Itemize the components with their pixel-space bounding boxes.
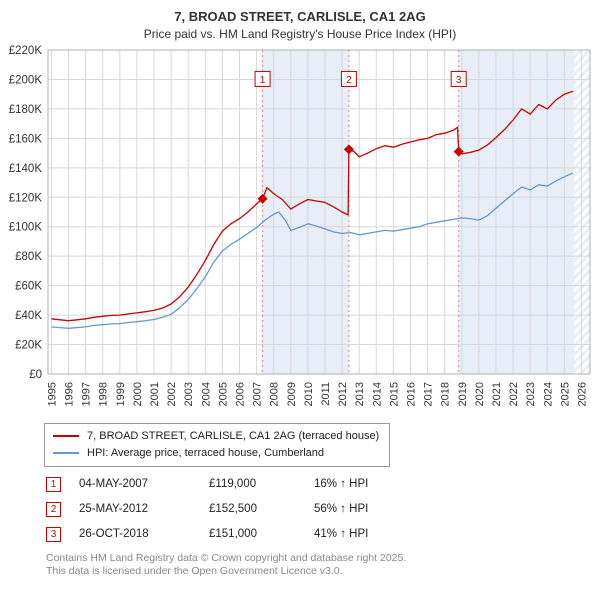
transaction-1-marker: 1 <box>46 476 61 492</box>
svg-text:2005: 2005 <box>217 382 229 406</box>
svg-text:2014: 2014 <box>371 382 383 406</box>
hpi-line-swatch <box>53 452 79 455</box>
svg-text:2021: 2021 <box>491 382 503 406</box>
svg-text:2012: 2012 <box>337 382 349 406</box>
svg-text:2003: 2003 <box>183 382 195 406</box>
svg-text:2006: 2006 <box>234 382 246 406</box>
price-chart: 1 2 3 £0 £20K £40K £60K £80K £100K £120K £140K £160… <box>0 44 600 421</box>
svg-text:£220K: £220K <box>9 45 43 57</box>
svg-text:2011: 2011 <box>320 382 332 406</box>
property-line-swatch <box>53 435 79 438</box>
svg-text:2026: 2026 <box>576 382 588 406</box>
svg-text:2024: 2024 <box>542 382 554 406</box>
transaction-table: 1 04-MAY-2007 £119,000 16% ↑ HPI 2 25-MA… <box>46 476 600 542</box>
svg-text:1: 1 <box>260 75 266 86</box>
transaction-1-date: 04-MAY-2007 <box>79 478 149 491</box>
transaction-row: 3 26-OCT-2018 £151,000 41% ↑ HPI <box>46 526 600 542</box>
license-footer: Contains HM Land Registry data © Crown c… <box>46 552 600 579</box>
svg-text:1999: 1999 <box>115 382 127 406</box>
svg-text:2023: 2023 <box>525 382 537 406</box>
legend-item-property: 7, BROAD STREET, CARLISLE, CA1 2AG (terr… <box>53 428 379 445</box>
svg-text:2017: 2017 <box>423 382 435 406</box>
footer-line-1: Contains HM Land Registry data © Crown c… <box>46 551 407 564</box>
transaction-1-hpi-delta: 16% ↑ HPI <box>314 478 369 491</box>
legend-label-hpi: HPI: Average price, terraced house, Cumb… <box>87 446 325 459</box>
svg-text:£20K: £20K <box>15 339 42 351</box>
svg-text:2002: 2002 <box>166 382 178 406</box>
transaction-3-marker: 3 <box>46 526 61 542</box>
legend-label-property: 7, BROAD STREET, CARLISLE, CA1 2AG (terr… <box>87 429 380 442</box>
svg-text:2000: 2000 <box>132 382 144 406</box>
svg-text:1998: 1998 <box>98 382 110 406</box>
svg-text:2008: 2008 <box>269 382 281 406</box>
svg-text:2025: 2025 <box>559 382 571 406</box>
page-title: 7, BROAD STREET, CARLISLE, CA1 2AG <box>174 9 426 24</box>
svg-text:£40K: £40K <box>15 310 42 322</box>
legend-item-hpi: HPI: Average price, terraced house, Cumb… <box>53 445 379 462</box>
svg-text:2010: 2010 <box>303 382 315 406</box>
transaction-2-hpi-delta: 56% ↑ HPI <box>314 503 369 516</box>
svg-text:1995: 1995 <box>46 382 58 406</box>
svg-text:£160K: £160K <box>9 133 43 145</box>
svg-text:£180K: £180K <box>9 104 43 116</box>
svg-text:£0: £0 <box>29 369 42 381</box>
svg-text:2001: 2001 <box>149 382 161 406</box>
transaction-2-marker: 2 <box>46 501 61 517</box>
svg-text:£100K: £100K <box>9 221 43 233</box>
legend: 7, BROAD STREET, CARLISLE, CA1 2AG (terr… <box>44 422 391 467</box>
svg-text:2019: 2019 <box>457 382 469 406</box>
svg-text:2: 2 <box>346 75 352 86</box>
transaction-row: 2 25-MAY-2012 £152,500 56% ↑ HPI <box>46 501 600 517</box>
svg-text:£140K: £140K <box>9 163 43 175</box>
transaction-3-date: 26-OCT-2018 <box>79 528 149 541</box>
svg-text:2018: 2018 <box>440 382 452 406</box>
svg-text:2016: 2016 <box>405 382 417 406</box>
svg-text:2022: 2022 <box>508 382 520 406</box>
svg-text:2015: 2015 <box>388 382 400 406</box>
svg-text:£60K: £60K <box>15 280 42 292</box>
svg-text:£200K: £200K <box>9 74 43 86</box>
transaction-2-price: £152,500 <box>209 503 257 516</box>
transaction-row: 1 04-MAY-2007 £119,000 16% ↑ HPI <box>46 476 600 492</box>
svg-text:£80K: £80K <box>15 251 42 263</box>
transaction-2-date: 25-MAY-2012 <box>79 503 149 516</box>
svg-text:1996: 1996 <box>64 382 76 406</box>
transaction-1-price: £119,000 <box>209 478 257 491</box>
transaction-3-hpi-delta: 41% ↑ HPI <box>314 528 369 541</box>
page-subtitle: Price paid vs. HM Land Registry's House … <box>143 26 457 41</box>
transaction-3-price: £151,000 <box>209 528 257 541</box>
price-chart-svg: 1 2 3 £0 £20K £40K £60K £80K £100K £120K £140K £160… <box>9 45 591 406</box>
svg-text:2004: 2004 <box>200 382 212 406</box>
svg-text:£120K: £120K <box>9 192 43 204</box>
svg-text:2007: 2007 <box>252 382 264 406</box>
svg-text:2009: 2009 <box>286 382 298 406</box>
svg-text:2020: 2020 <box>474 382 486 406</box>
svg-text:3: 3 <box>456 75 462 86</box>
svg-text:1997: 1997 <box>81 382 93 406</box>
svg-text:2013: 2013 <box>354 382 366 406</box>
footer-line-2: This data is licensed under the Open Gov… <box>46 565 343 578</box>
